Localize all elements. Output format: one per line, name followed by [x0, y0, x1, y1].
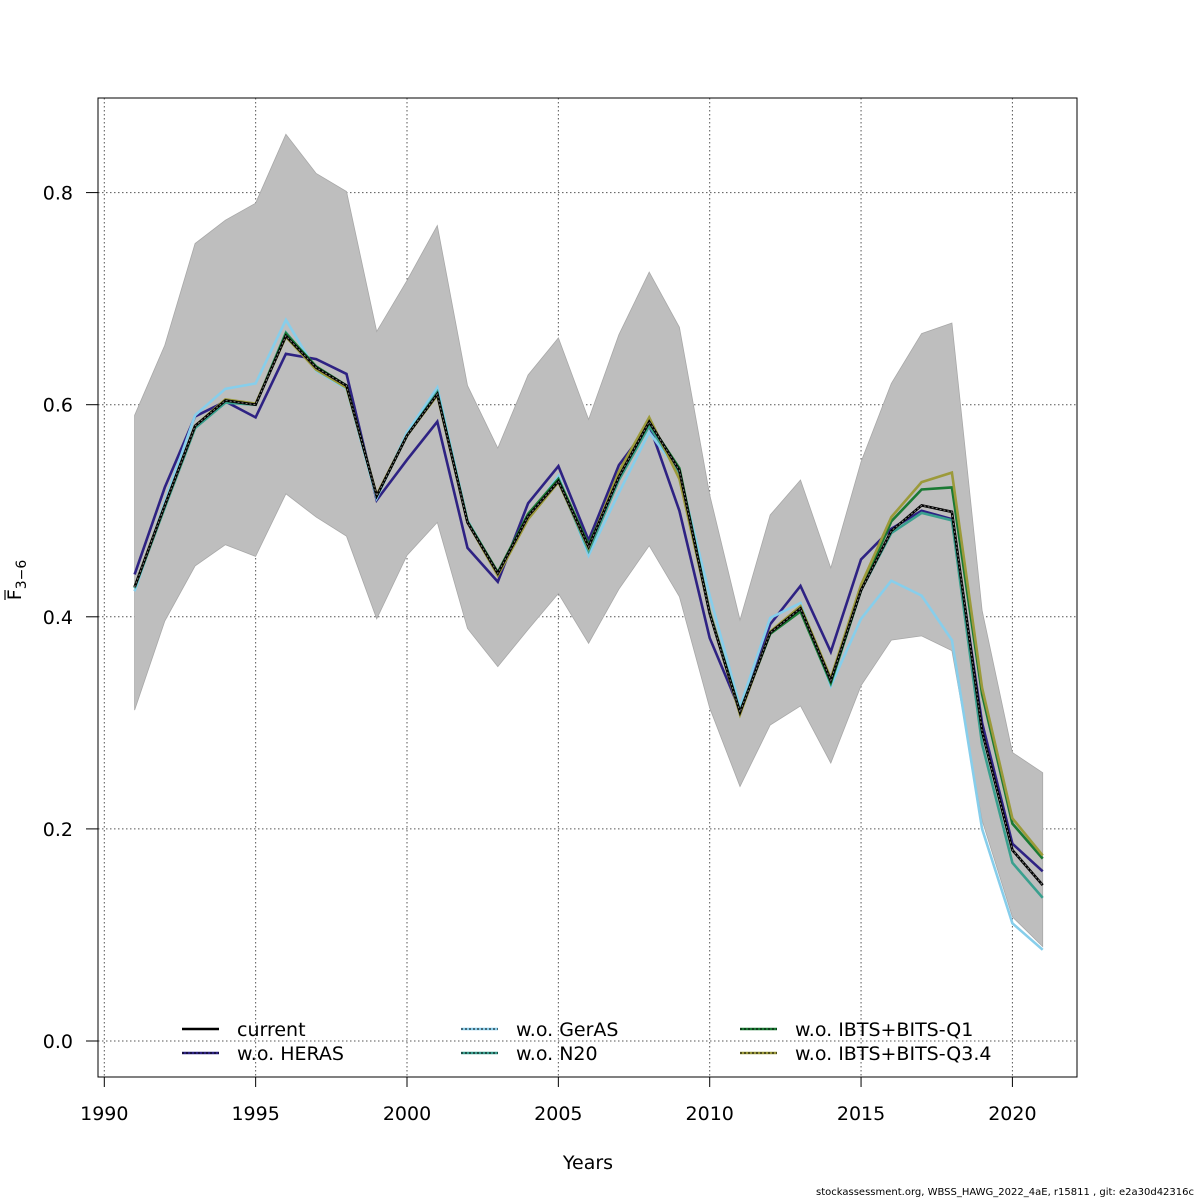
y-tick-label: 0.2	[43, 819, 73, 841]
svg-text:F3−6: F3−6	[4, 560, 30, 601]
series-line-current-dash	[134, 334, 1044, 886]
y-tick-label: 0.4	[43, 607, 73, 629]
y-tick-label: 0.8	[43, 183, 73, 205]
legend-item: w.o. GerAS	[461, 1019, 619, 1041]
x-tick-label: 2005	[534, 1103, 582, 1125]
legend-label: w.o. HERAS	[237, 1043, 344, 1065]
x-axis: 1990 1995 2000 2005 2010 2015 2020	[80, 1076, 1037, 1125]
footer-credit: stockassessment.org, WBSS_HAWG_2022_4aE,…	[816, 1187, 1194, 1198]
legend-item: w.o. N20	[461, 1043, 598, 1065]
y-axis: 0.0 0.2 0.4 0.6 0.8	[43, 183, 99, 1053]
legend-label: w.o. N20	[516, 1043, 598, 1065]
series-lines	[133, 317, 1044, 951]
series-line-w-o-geras	[133, 317, 1044, 951]
legend-item: w.o. HERAS	[182, 1043, 344, 1065]
y-tick-label: 0.6	[43, 395, 73, 417]
legend-item: w.o. IBTS+BITS-Q1	[740, 1019, 973, 1041]
series-line-w-o-heras	[133, 352, 1044, 873]
legend-label: current	[237, 1019, 306, 1041]
x-tick-label: 1995	[231, 1103, 279, 1125]
y-axis-title-sub: 3−6	[14, 560, 30, 590]
legend-label: w.o. IBTS+BITS-Q1	[795, 1019, 973, 1041]
y-tick-label: 0.0	[43, 1031, 73, 1053]
x-tick-label: 1990	[80, 1103, 128, 1125]
legend-label: w.o. IBTS+BITS-Q3.4	[795, 1043, 991, 1065]
legend-item: current	[182, 1019, 306, 1041]
y-axis-title-main: F	[4, 589, 26, 600]
x-tick-label: 2020	[988, 1103, 1036, 1125]
legend-label: w.o. GerAS	[516, 1019, 619, 1041]
legend-item: w.o. IBTS+BITS-Q3.4	[740, 1043, 991, 1065]
y-axis-title: F3−6	[4, 560, 30, 601]
x-tick-label: 2010	[686, 1103, 734, 1125]
x-axis-title: Years	[562, 1152, 613, 1174]
x-tick-label: 2000	[383, 1103, 431, 1125]
x-tick-label: 2015	[837, 1103, 885, 1125]
